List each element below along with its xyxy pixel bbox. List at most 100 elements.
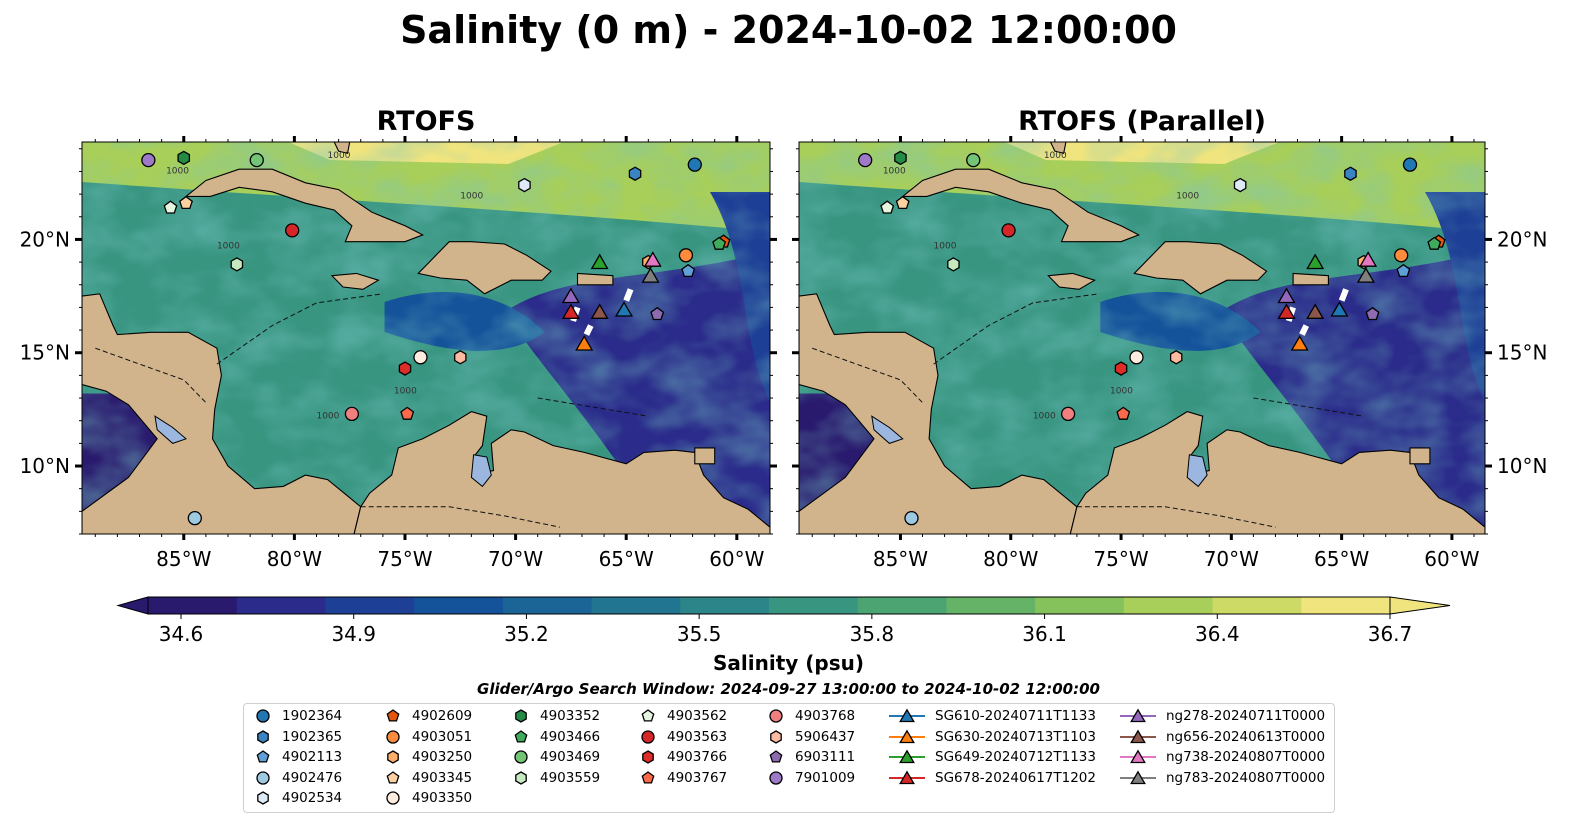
colorbar-segment (1035, 597, 1125, 614)
legend-label: 1902365 (282, 728, 343, 745)
legend-marker (769, 770, 783, 785)
map-frame (81, 141, 771, 535)
legend-item: ng783-20240807T0000 (1120, 768, 1325, 788)
lon-tick-label: 85°W (873, 547, 928, 571)
lat-tick-label: 10°N (20, 454, 70, 478)
legend-item: ng278-20240711T0000 (1120, 706, 1325, 726)
legend-label: 6903111 (795, 749, 856, 765)
marker-4903563 (1001, 223, 1016, 238)
lon-tick-label: 65°W (1314, 547, 1369, 571)
marker-4903767 (400, 406, 415, 420)
legend-label: 4902609 (412, 708, 473, 724)
colorbar-segment (414, 597, 504, 614)
contour-label: 1000 (1033, 411, 1056, 421)
hexagon-icon (387, 750, 399, 764)
land-polygon (901, 168, 1141, 243)
marker-4903559 (947, 257, 960, 272)
legend-label: SG649-20240712T1133 (935, 749, 1096, 765)
colorbar-segment (591, 597, 681, 614)
marker-4902113 (681, 263, 696, 278)
marker-ng783-20240807T0000 (1356, 267, 1375, 283)
contour-label: 1000 (934, 241, 957, 251)
legend-item: 4903562 (639, 706, 727, 726)
circle-icon (514, 750, 528, 764)
land-polygon (82, 293, 362, 534)
legend-item: 4903766 (639, 747, 727, 767)
circle-icon (256, 770, 270, 785)
marker-4903768 (344, 406, 360, 422)
contour-label: 1000 (166, 167, 189, 177)
lat-tick-label: 20°N (1497, 227, 1547, 251)
colorbar-tick-label: 35.8 (850, 622, 895, 646)
marker-SG610-20240711T1133 (614, 301, 634, 317)
legend-marker (257, 729, 269, 744)
legend-marker (770, 729, 782, 744)
marker-4903767 (1116, 406, 1131, 420)
hexagon-icon (515, 770, 527, 785)
legend-item: 5906437 (767, 727, 855, 747)
legend-marker (1130, 770, 1146, 784)
marker-6903111 (1365, 306, 1380, 321)
legend-label: 4903466 (540, 728, 601, 745)
marker-SG630-20240713T1103 (575, 335, 594, 351)
legend-item: 4903250 (384, 747, 472, 767)
lon-tick-label: 70°W (1204, 547, 1259, 571)
triangle-icon (889, 749, 925, 764)
legend-marker (386, 729, 400, 744)
colorbar-segment (857, 597, 947, 614)
pentagon-icon (641, 770, 655, 784)
contour-label: 1000 (394, 387, 417, 397)
legend-marker (257, 791, 269, 805)
contour-line (1076, 506, 1276, 528)
legend-marker (514, 750, 528, 764)
legend-item: 1902365 (254, 727, 342, 747)
contour-line (933, 293, 1100, 365)
colorbar-segment (769, 597, 859, 614)
legend-item: 4903767 (639, 768, 727, 788)
legend-item: 6903111 (767, 747, 855, 767)
colorbar-segment (325, 597, 415, 614)
legend-label: 4902113 (282, 749, 343, 765)
marker-4903469 (249, 152, 264, 168)
legend-marker (769, 750, 783, 763)
legend-label: 4903768 (795, 708, 856, 724)
lon-tick-label: 80°W (267, 547, 322, 571)
contour-label: 1000 (328, 151, 351, 161)
marker-4903352 (894, 150, 907, 166)
legend-label: 4903345 (412, 769, 473, 786)
colorbar-segment (502, 597, 593, 614)
legend-marker (641, 729, 655, 744)
colorbar-tick-label: 34.9 (331, 622, 376, 646)
legend-marker (1130, 749, 1146, 764)
marker-1902365 (628, 166, 642, 181)
triangle-icon (1120, 749, 1156, 764)
contour-label: 1000 (1044, 151, 1067, 161)
legend-marker (1130, 708, 1146, 723)
circle-icon (256, 709, 270, 723)
map-panel-rtofs: 1000 1000 1000 1000 1000 1000 85°W 80°W 75°W 70°W… (20, 136, 777, 571)
marker-SG678-20240617T1202 (1277, 303, 1296, 319)
marker-ng656-20240613T0000 (1306, 303, 1325, 319)
contour-label: 1000 (1110, 387, 1133, 397)
search-window-text: Glider/Argo Search Window: 2024-09-27 13… (477, 680, 1100, 698)
marker-5906437 (1169, 350, 1183, 365)
legend-marker (899, 749, 915, 764)
legend-label: 4903352 (540, 708, 601, 724)
colorbar-segment (946, 597, 1036, 614)
colorbar-frame (147, 596, 1391, 615)
contour-label: 1000 (217, 241, 240, 251)
legend-label: 4903350 (412, 790, 473, 806)
map-field: 1000 1000 1000 1000 1000 1000 (799, 142, 1485, 534)
land-polygon (1049, 142, 1067, 154)
marker-4903466 (1427, 236, 1442, 250)
legend-label: SG678-20240617T1202 (935, 769, 1096, 786)
lon-tick-label: 65°W (599, 547, 654, 571)
legend-label: 4903250 (412, 749, 473, 765)
legend-item: SG630-20240713T1103 (889, 727, 1096, 747)
marker-4903562 (163, 200, 178, 214)
legend-item: 4903352 (512, 706, 600, 726)
legend-item: 4902476 (254, 768, 342, 788)
panel-title-rtofs: RTOFS (376, 106, 476, 137)
lake (871, 415, 904, 444)
